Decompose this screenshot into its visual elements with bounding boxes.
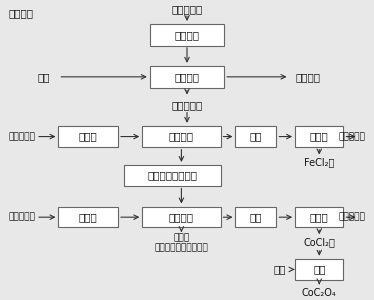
Bar: [142, 126, 221, 147]
Bar: [58, 207, 118, 227]
Bar: [150, 66, 224, 88]
Bar: [150, 24, 224, 46]
Text: 胺类萃取剂: 胺类萃取剂: [9, 132, 36, 141]
Text: FeCl₂液: FeCl₂液: [304, 157, 334, 167]
Text: 优溶浸出液: 优溶浸出液: [171, 100, 203, 110]
Text: 物料氧化: 物料氧化: [175, 30, 199, 40]
Text: 反萃钴: 反萃钴: [310, 212, 329, 222]
Text: 钕铁硼废料: 钕铁硼废料: [171, 5, 203, 15]
Text: CoC₂O₄: CoC₂O₄: [302, 288, 337, 298]
Text: 优溶废渣: 优溶废渣: [295, 72, 320, 82]
Text: 预处理: 预处理: [79, 132, 98, 142]
Bar: [236, 126, 276, 147]
Text: 沉淀: 沉淀: [313, 264, 325, 274]
Text: 洗涤: 洗涤: [250, 132, 262, 142]
Text: 反萃铁: 反萃铁: [310, 132, 329, 142]
Text: 洗涤: 洗涤: [250, 212, 262, 222]
Text: 优溶浸出: 优溶浸出: [175, 72, 199, 82]
Text: 萃取收钴: 萃取收钴: [169, 212, 194, 222]
Text: 预处理: 预处理: [79, 212, 98, 222]
Bar: [58, 126, 118, 147]
Text: 浸出液
（用于回收稀土元素）: 浸出液 （用于回收稀土元素）: [154, 233, 208, 252]
Bar: [124, 165, 221, 185]
Bar: [295, 126, 343, 147]
Text: 胺类萃取剂: 胺类萃取剂: [9, 213, 36, 222]
Text: 胺类萃取剂: 胺类萃取剂: [338, 213, 365, 222]
Bar: [236, 207, 276, 227]
Text: CoCl₂液: CoCl₂液: [303, 238, 335, 248]
Text: 酸度和氯离子调节: 酸度和氯离子调节: [147, 170, 197, 180]
Bar: [142, 207, 221, 227]
Bar: [295, 207, 343, 227]
Text: 盐酸: 盐酸: [37, 72, 50, 82]
Text: 方法一：: 方法一：: [8, 8, 33, 18]
Text: 萃取除铁: 萃取除铁: [169, 132, 194, 142]
Bar: [295, 259, 343, 280]
Text: 胺类萃取剂: 胺类萃取剂: [338, 132, 365, 141]
Text: 草酸: 草酸: [274, 264, 286, 274]
